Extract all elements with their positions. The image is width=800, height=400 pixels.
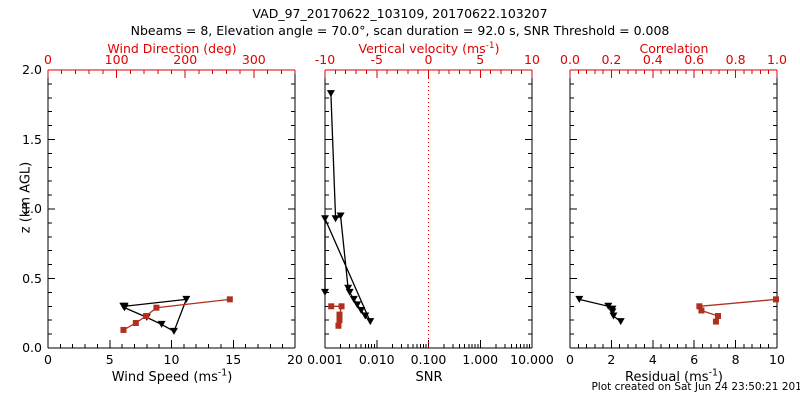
panel-snr-top-axis-tail: ) bbox=[494, 41, 500, 56]
panel-snr-vertical-velocity-marker bbox=[328, 303, 335, 310]
panel-residual-top-tick-label: 1.0 bbox=[767, 52, 787, 67]
panel-residual-top-tick-label: 0.8 bbox=[725, 52, 746, 67]
panel-residual-x-tick-label: 4 bbox=[648, 352, 657, 367]
panel-residual-residual-marker bbox=[575, 295, 584, 303]
panel-wind-wind-speed-line bbox=[122, 298, 188, 333]
panel-snr-x-tick-label: 10.000 bbox=[510, 352, 554, 367]
panel-residual-residual-marker bbox=[616, 318, 625, 326]
panel-wind-wind-speed-marker bbox=[182, 295, 191, 303]
panel-snr-snr-marker bbox=[349, 295, 358, 303]
panel-residual-correlation-marker bbox=[698, 307, 705, 314]
panel-wind-wind-direction-marker bbox=[120, 326, 127, 333]
footer-timestamp: Plot created on Sat Jun 24 23:50:21 2017 bbox=[591, 381, 800, 393]
panel-wind-x-tick-label: 5 bbox=[105, 352, 114, 367]
panel-snr-top-tick-label: 10 bbox=[524, 52, 540, 67]
panel-residual-top-tick-label: 0.2 bbox=[601, 52, 622, 67]
panel-snr-snr-marker bbox=[345, 288, 354, 296]
panel-snr-snr-marker bbox=[361, 312, 370, 320]
panel-residual-bottom-axis-text: Residual (ms bbox=[625, 370, 709, 385]
panel-snr-snr-marker bbox=[336, 212, 345, 220]
panel-wind-wind-direction-marker bbox=[153, 304, 160, 311]
panel-wind-top-tick-label: 300 bbox=[241, 52, 266, 67]
panel-snr-x-tick-label: 1.000 bbox=[462, 352, 499, 367]
panel-wind-bottom-axis-text: Wind Speed (ms bbox=[111, 370, 218, 385]
panel-wind-top-tick-label: 100 bbox=[104, 52, 129, 67]
panel-residual-x-tick-label: 8 bbox=[731, 352, 740, 367]
panel-snr-vertical-velocity-marker bbox=[336, 311, 343, 318]
panel-residual-correlation-marker bbox=[772, 296, 779, 303]
page-title: VAD_97_20170622_103109, 20170622.103207 bbox=[252, 6, 548, 21]
panel-snr-top-exponent: -1 bbox=[485, 40, 495, 51]
panel-snr-top-tick-label: 5 bbox=[476, 52, 485, 67]
panel-wind-top-tick-label: 200 bbox=[173, 52, 198, 67]
panel-wind-wind-speed-marker bbox=[157, 320, 166, 328]
data-group bbox=[119, 90, 779, 335]
panel-residual-top-tick-label: 0.6 bbox=[684, 52, 705, 67]
panel-wind-wind-speed-marker bbox=[120, 302, 129, 310]
panel-residual-bottom-axis-label: Residual (ms-1) bbox=[625, 367, 723, 385]
panel-residual-x-tick-label: 10 bbox=[769, 352, 785, 367]
panel-snr-bottom-axis-label: SNR bbox=[415, 370, 443, 385]
panel-wind-top-tick-label: 0 bbox=[44, 52, 52, 67]
panel-wind-wind-direction-marker bbox=[226, 296, 233, 303]
panel-wind-x-tick-label: 20 bbox=[287, 352, 303, 367]
axes-group bbox=[47, 69, 778, 349]
y-axis-tick-label: 2.0 bbox=[22, 62, 42, 77]
panel-snr-vertical-velocity-marker bbox=[336, 317, 343, 324]
panel-wind-bottom-axis-label: Wind Speed (ms-1) bbox=[111, 367, 233, 385]
panel-residual-residual-marker bbox=[608, 308, 617, 316]
panel-snr-x-tick-label: 0.100 bbox=[410, 352, 447, 367]
panel-residual-x-tick-label: 0 bbox=[566, 352, 574, 367]
panel-snr-top-tick-label: 0 bbox=[424, 52, 433, 67]
panel-wind-bottom-exponent: -1 bbox=[217, 367, 228, 379]
panel-residual-x-tick-label: 6 bbox=[690, 352, 699, 367]
panel-wind-wind-direction-marker bbox=[132, 319, 139, 326]
panel-wind-wind-speed-marker bbox=[169, 327, 178, 335]
panel-snr-snr-marker bbox=[353, 301, 362, 309]
panel-residual-bottom-exponent: -1 bbox=[708, 367, 718, 379]
y-axis-tick-label: 1.5 bbox=[22, 131, 42, 147]
panel-residual-residual-marker bbox=[609, 312, 618, 320]
panel-wind-x-tick-label: 10 bbox=[163, 352, 180, 367]
plot-subtitle: Nbeams = 8, Elevation angle = 70.0°, sca… bbox=[130, 23, 670, 38]
panel-snr-snr-marker bbox=[321, 215, 329, 223]
panel-snr-x-tick-label: 0.001 bbox=[307, 352, 343, 367]
panel-snr-top-axis-label: Vertical velocity (ms-1) bbox=[358, 40, 500, 56]
panel-wind-x-tick-label: 0 bbox=[44, 352, 52, 367]
panel-residual-top-axis-label: Correlation bbox=[639, 41, 709, 56]
panel-residual-residual-marker bbox=[604, 302, 613, 310]
panel-wind-x-tick-label: 15 bbox=[225, 352, 242, 367]
y-axis-tick-label: 1.0 bbox=[22, 201, 42, 216]
panel-wind-bottom-axis-tail: ) bbox=[227, 370, 233, 385]
panel-residual-top-tick-label: 0.4 bbox=[642, 52, 663, 67]
panel-snr-top-axis-text: Vertical velocity (ms bbox=[358, 41, 486, 56]
panel-residual-correlation-line bbox=[698, 298, 777, 322]
panel-snr-snr-marker bbox=[321, 288, 329, 296]
panel-snr-snr-marker bbox=[331, 215, 340, 223]
panel-residual-top-tick-label: 0.0 bbox=[560, 52, 580, 67]
panel-snr-top-tick-label: -5 bbox=[370, 52, 383, 67]
panel-snr-snr-marker bbox=[357, 306, 366, 314]
panel-snr-x-tick-label: 0.010 bbox=[358, 352, 395, 367]
panel-snr-vertical-velocity-marker bbox=[335, 322, 342, 329]
panel-residual-correlation-marker bbox=[715, 313, 722, 320]
panel-residual-bottom-axis-tail: ) bbox=[717, 370, 723, 385]
panel-snr-snr-marker bbox=[366, 318, 375, 326]
y-axis-tick-label: 0.5 bbox=[22, 270, 42, 286]
panel-wind-wind-direction-marker bbox=[143, 313, 150, 320]
panel-residual-x-tick-label: 2 bbox=[607, 352, 616, 367]
panel-residual-correlation-marker bbox=[696, 303, 703, 310]
panel-snr-vertical-velocity-marker bbox=[338, 303, 345, 310]
panel-residual-correlation-marker bbox=[712, 318, 719, 325]
y-axis-tick-label: 0.0 bbox=[22, 340, 42, 355]
panel-snr-top-tick-label: -10 bbox=[314, 52, 336, 67]
panel-snr-snr-marker bbox=[344, 284, 353, 292]
panel-wind-top-axis-label: Wind Direction (deg) bbox=[107, 41, 237, 56]
panel-snr-snr-marker bbox=[326, 90, 335, 98]
